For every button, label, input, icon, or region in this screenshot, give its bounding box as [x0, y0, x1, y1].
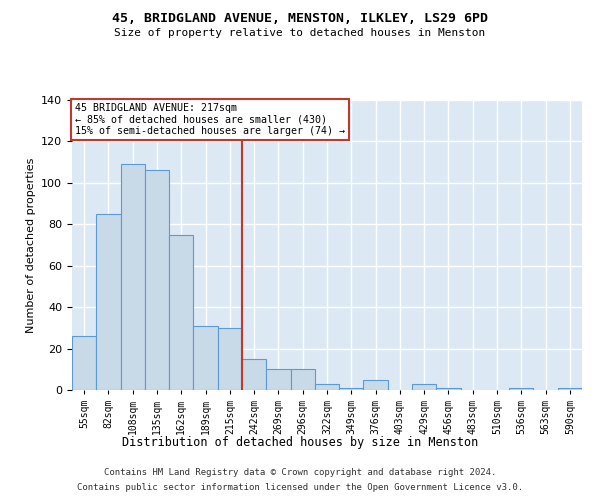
Bar [72, 336, 96, 390]
Bar [145, 170, 169, 390]
Text: Distribution of detached houses by size in Menston: Distribution of detached houses by size … [122, 436, 478, 449]
Y-axis label: Number of detached properties: Number of detached properties [26, 158, 35, 332]
Bar [436, 388, 461, 390]
Bar [339, 388, 364, 390]
Text: Contains HM Land Registry data © Crown copyright and database right 2024.: Contains HM Land Registry data © Crown c… [104, 468, 496, 477]
Bar [242, 359, 266, 390]
Text: 45 BRIDGLAND AVENUE: 217sqm
← 85% of detached houses are smaller (430)
15% of se: 45 BRIDGLAND AVENUE: 217sqm ← 85% of det… [74, 103, 344, 136]
Bar [121, 164, 145, 390]
Bar [364, 380, 388, 390]
Bar [509, 388, 533, 390]
Bar [193, 326, 218, 390]
Bar [218, 328, 242, 390]
Bar [266, 370, 290, 390]
Bar [315, 384, 339, 390]
Text: Contains public sector information licensed under the Open Government Licence v3: Contains public sector information licen… [77, 483, 523, 492]
Bar [412, 384, 436, 390]
Bar [290, 370, 315, 390]
Bar [558, 388, 582, 390]
Bar [169, 234, 193, 390]
Text: Size of property relative to detached houses in Menston: Size of property relative to detached ho… [115, 28, 485, 38]
Text: 45, BRIDGLAND AVENUE, MENSTON, ILKLEY, LS29 6PD: 45, BRIDGLAND AVENUE, MENSTON, ILKLEY, L… [112, 12, 488, 26]
Bar [96, 214, 121, 390]
